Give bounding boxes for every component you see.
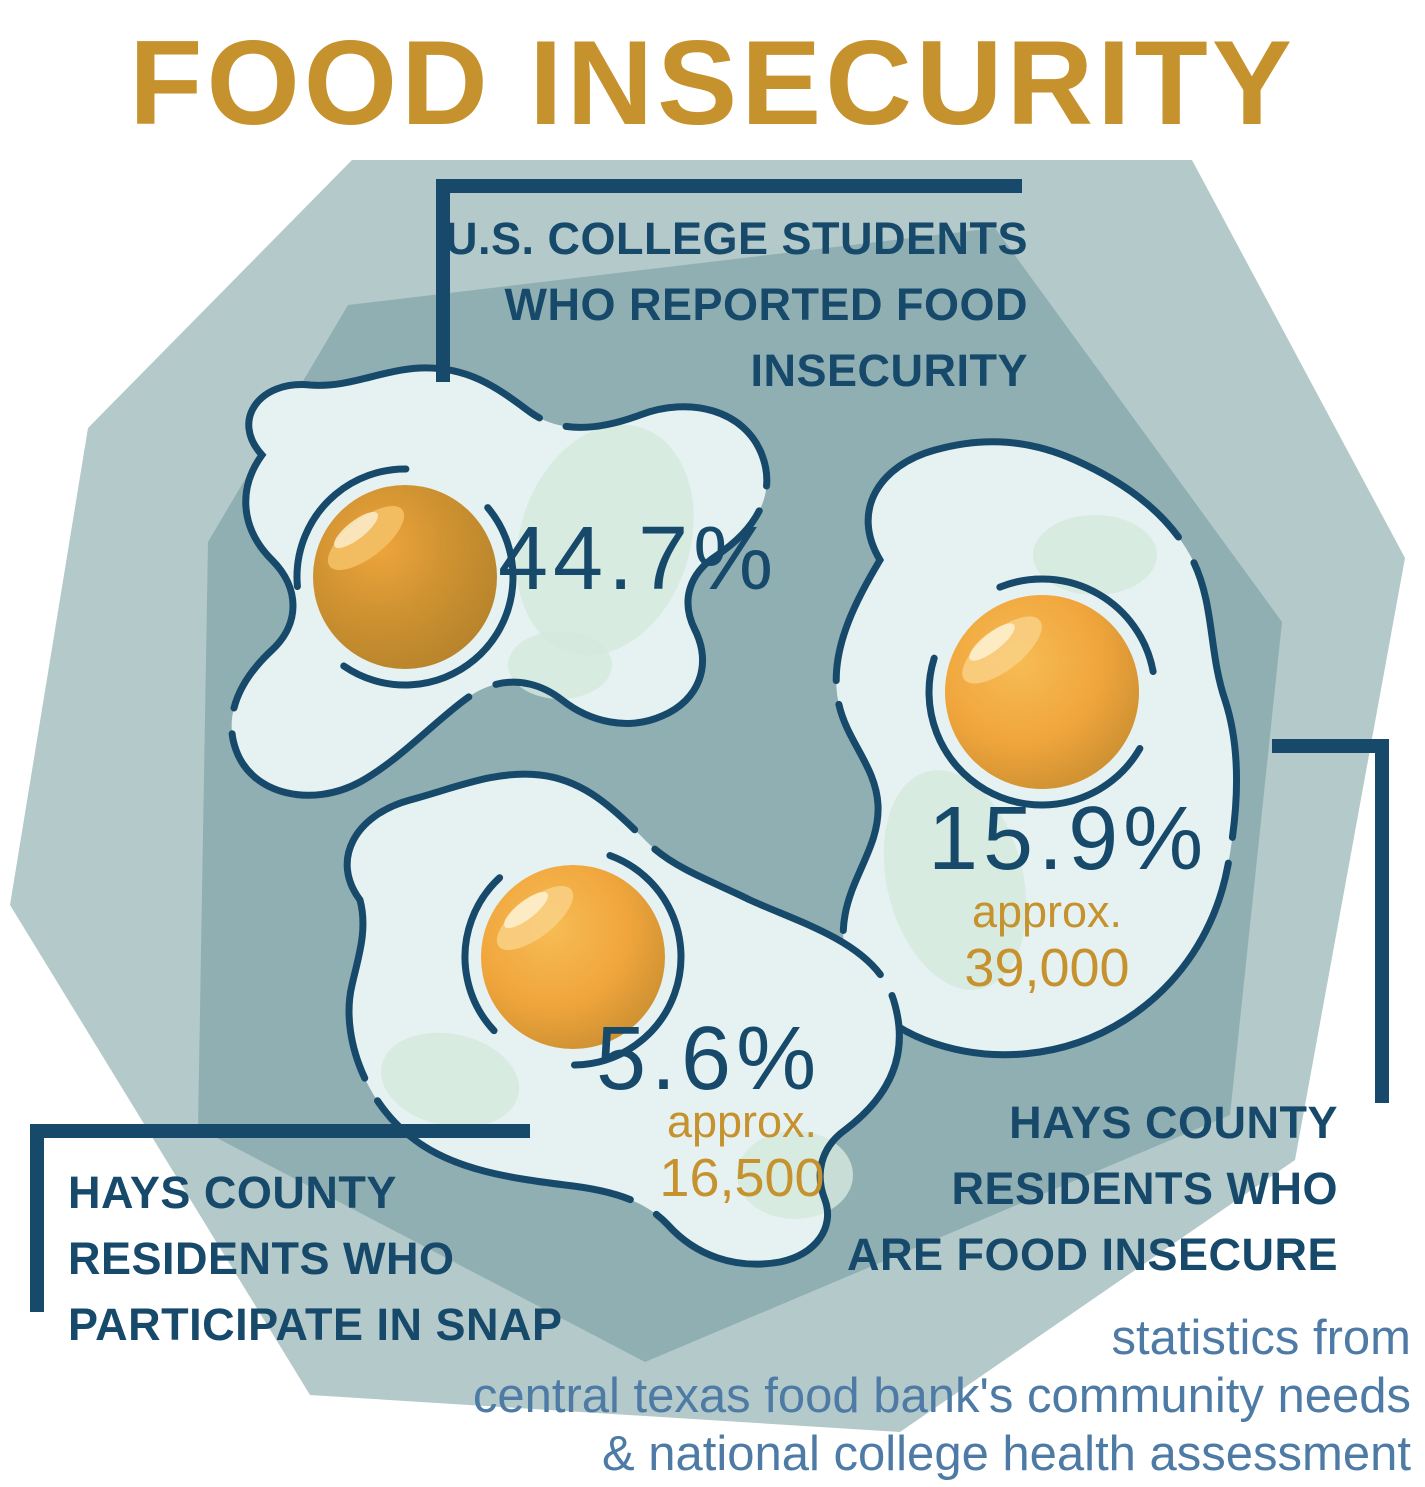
bracket-college: [436, 179, 1022, 382]
yolk-outline-arc: [293, 465, 517, 689]
source-line: central texas food bank's community need…: [472, 1369, 1411, 1423]
approx-value: 16,500: [659, 1148, 825, 1208]
label-line: ARE FOOD INSECURE: [846, 1229, 1338, 1280]
egg-white-swirl: [516, 424, 694, 656]
stat-insecure-pct: 15.9%: [928, 789, 1209, 889]
yolk-outline-arc: [461, 845, 685, 1069]
label-line: RESIDENTS WHO: [951, 1163, 1338, 1214]
label-food-insecure: HAYS COUNTY RESIDENTS WHO ARE FOOD INSEC…: [847, 1090, 1338, 1288]
page-title: FOOD INSECURITY: [129, 16, 1296, 150]
label-college-students: U.S. COLLEGE STUDENTS WHO REPORTED FOOD …: [445, 206, 1028, 404]
label-line: HAYS COUNTY: [68, 1167, 397, 1218]
bracket-snap: [30, 1124, 530, 1312]
yolk-highlight: [962, 616, 1042, 684]
egg-white-swirl: [883, 770, 1027, 990]
label-line: U.S. COLLEGE STUDENTS: [444, 213, 1028, 264]
approx-label: approx.: [971, 886, 1123, 937]
yolk-outline-arc: [925, 575, 1159, 809]
yolk-highlight: [327, 505, 405, 571]
source-line: & national college health assessment: [601, 1427, 1411, 1481]
label-line: RESIDENTS WHO: [68, 1233, 455, 1284]
bracket-insecure: [1272, 739, 1389, 1103]
stat-snap-approx: approx. 16,500: [622, 1096, 862, 1208]
egg-white-swirl: [380, 1032, 520, 1128]
source-line: statistics from: [1111, 1311, 1411, 1365]
label-line: INSECURITY: [750, 345, 1028, 396]
label-line: PARTICIPATE IN SNAP: [68, 1299, 563, 1350]
label-snap: HAYS COUNTY RESIDENTS WHO PARTICIPATE IN…: [68, 1160, 563, 1358]
yolk-highlight: [334, 511, 378, 549]
stat-insecure-approx: approx. 39,000: [922, 886, 1172, 998]
label-line: WHO REPORTED FOOD: [504, 279, 1028, 330]
label-line: HAYS COUNTY: [1009, 1097, 1338, 1148]
stat-college-pct: 44.7%: [498, 509, 779, 609]
egg-yolk: [945, 595, 1139, 789]
approx-label: approx.: [666, 1096, 818, 1147]
stat-snap-pct: 5.6%: [596, 1009, 822, 1109]
egg-yolk: [313, 485, 497, 669]
yolk-highlight: [504, 891, 548, 929]
yolk-highlight: [496, 885, 574, 951]
egg-snap: [343, 770, 903, 1268]
yolk-highlight: [969, 623, 1015, 661]
source-note: statistics from central texas food bank'…: [473, 1309, 1411, 1483]
egg-white-swirl: [1033, 515, 1157, 595]
egg-white-swirl: [508, 631, 612, 699]
egg-college: [228, 364, 771, 799]
approx-value: 39,000: [964, 938, 1130, 998]
egg-insecure: [832, 438, 1241, 1059]
